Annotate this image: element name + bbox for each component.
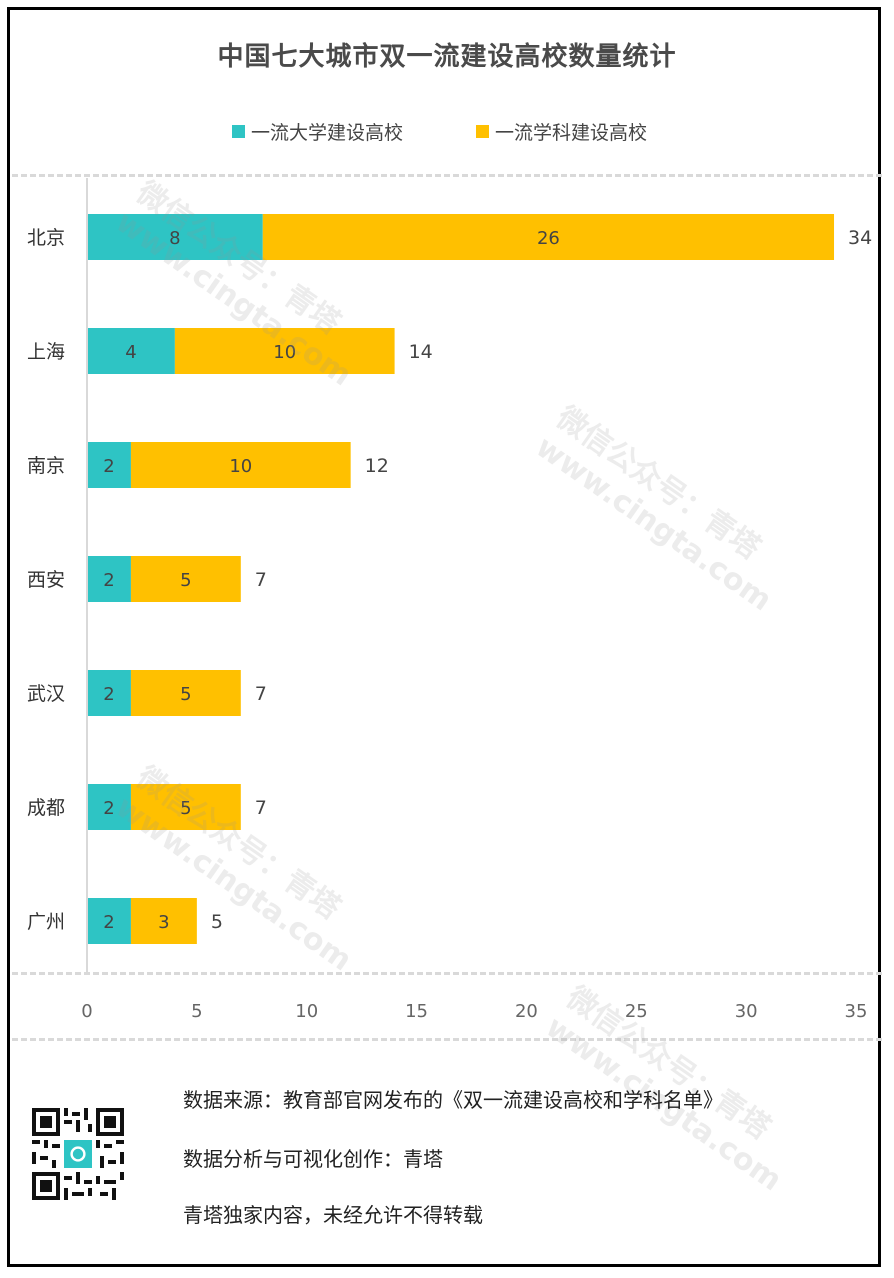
chart-bottom-divider xyxy=(12,972,882,975)
legend-item-discipline: 一流学科建设高校 xyxy=(476,118,647,145)
chart-legend: 一流大学建设高校 一流学科建设高校 xyxy=(0,118,894,148)
legend-swatch-discipline xyxy=(476,125,489,138)
bar-segment-discipline xyxy=(262,214,835,260)
bar-segment-university xyxy=(87,784,131,830)
bar-value-label: 2 xyxy=(103,684,114,705)
bar-value-label: 2 xyxy=(103,570,114,591)
category-label: 广州 xyxy=(27,911,65,933)
bar-value-label: 26 xyxy=(537,228,560,249)
x-tick-labels: 0 5 10 15 20 25 30 35 xyxy=(81,1001,867,1022)
bar-value-label: 10 xyxy=(229,456,252,477)
legend-label-university: 一流大学建设高校 xyxy=(251,122,404,144)
bar-total-label: 7 xyxy=(255,569,267,591)
bar-value-label: 3 xyxy=(158,912,169,933)
chart-plot: 8 26 344 10 142 10 122 5 72 5 72 5 72 3 5 北京上海南京西安武汉成都… xyxy=(27,178,872,1022)
bar-value-label: 2 xyxy=(103,456,114,477)
category-label: 成都 xyxy=(27,797,65,819)
bar-total-label: 34 xyxy=(848,227,872,249)
qr-code-icon xyxy=(32,1108,124,1200)
legend-swatch-university xyxy=(232,125,245,138)
chart-top-divider xyxy=(12,174,882,177)
bar-value-label: 2 xyxy=(103,798,114,819)
bar-total-label: 7 xyxy=(255,683,267,705)
bar-segment-discipline xyxy=(174,328,395,374)
category-label: 北京 xyxy=(27,227,65,249)
bar-total-label: 12 xyxy=(365,455,389,477)
footer-divider xyxy=(12,1038,882,1041)
x-tick-label: 5 xyxy=(191,1001,202,1022)
bar-value-label: 5 xyxy=(180,684,191,705)
bar-value-label: 5 xyxy=(180,798,191,819)
x-tick-label: 10 xyxy=(295,1001,318,1022)
bar-value-label: 8 xyxy=(169,228,180,249)
footer-source: 数据来源：教育部官网发布的《双一流建设高校和学科名单》 xyxy=(183,1088,723,1112)
bar-segment-university xyxy=(87,670,131,716)
bar-segment-discipline xyxy=(130,556,241,602)
x-tick-label: 35 xyxy=(845,1001,868,1022)
x-tick-label: 0 xyxy=(81,1001,92,1022)
category-label: 上海 xyxy=(27,341,65,363)
bar-total-label: 14 xyxy=(409,341,433,363)
chart-title: 中国七大城市双一流建设高校数量统计 xyxy=(217,42,677,72)
x-tick-label: 20 xyxy=(515,1001,538,1022)
x-tick-label: 15 xyxy=(405,1001,428,1022)
category-label: 武汉 xyxy=(27,683,65,705)
bars-group: 8 26 34 4 10 14 2 10 12 2 5 7 2 5 7 2 5 7 2 3 5 xyxy=(87,214,872,944)
bar-value-label: 10 xyxy=(273,342,296,363)
bar-segment-discipline xyxy=(130,898,197,944)
legend-item-university: 一流大学建设高校 xyxy=(232,118,403,145)
bar-value-label: 4 xyxy=(125,342,136,363)
bar-segment-discipline xyxy=(130,670,241,716)
bar-value-label: 2 xyxy=(103,912,114,933)
bar-total-label: 7 xyxy=(255,797,267,819)
bar-segment-discipline xyxy=(130,784,241,830)
bar-segment-discipline xyxy=(130,442,351,488)
bar-total-label: 5 xyxy=(211,911,223,933)
bar-segment-university xyxy=(87,898,131,944)
x-tick-label: 30 xyxy=(735,1001,758,1022)
x-tick-label: 25 xyxy=(625,1001,648,1022)
bar-segment-university xyxy=(87,556,131,602)
bar-segment-university xyxy=(87,328,175,374)
category-label: 南京 xyxy=(27,455,65,477)
bar-value-label: 5 xyxy=(180,570,191,591)
legend-label-discipline: 一流学科建设高校 xyxy=(495,122,648,144)
category-label: 西安 xyxy=(27,569,65,591)
footer-analysis: 数据分析与可视化创作：青塔 xyxy=(183,1147,443,1171)
footer-copyright: 青塔独家内容，未经允许不得转载 xyxy=(183,1203,483,1227)
bar-segment-university xyxy=(87,442,131,488)
bar-segment-university xyxy=(87,214,263,260)
